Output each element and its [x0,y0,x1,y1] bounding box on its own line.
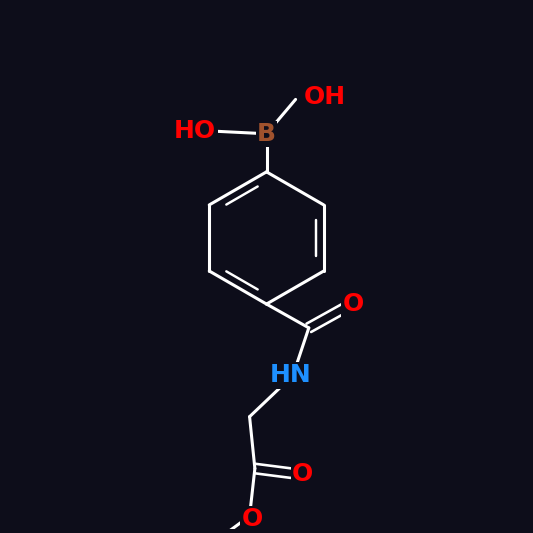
Text: O: O [292,462,313,486]
Text: HN: HN [269,364,311,387]
Text: O: O [241,507,263,531]
Text: HO: HO [174,119,216,143]
Text: B: B [257,122,276,146]
Text: OH: OH [303,85,345,109]
Text: O: O [343,292,364,316]
